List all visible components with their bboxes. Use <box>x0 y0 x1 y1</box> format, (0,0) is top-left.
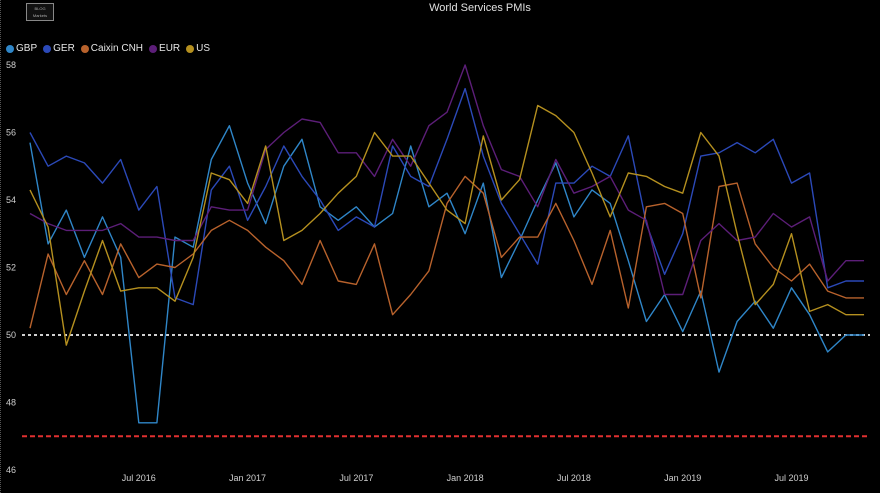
series-line-eur <box>29 64 864 296</box>
legend-item-caixin-cnh[interactable]: Caixin CNH <box>80 43 144 54</box>
y-tick-label: 48 <box>6 398 16 408</box>
y-tick-label: 58 <box>6 60 16 70</box>
legend-label-us: US <box>196 43 211 54</box>
x-tick-label: Jan 2017 <box>229 473 266 483</box>
x-tick-label: Jul 2017 <box>339 473 373 483</box>
legend-dot-ger <box>43 44 52 53</box>
legend-dot-eur <box>149 44 158 53</box>
legend-dot-gbp <box>6 44 14 53</box>
x-tick-label: Jul 2016 <box>122 473 156 483</box>
legend-dot-caixin-cnh <box>80 44 89 53</box>
y-tick-label: 50 <box>6 330 16 340</box>
series-line-caixin-cnh <box>29 175 864 329</box>
legend: GBP GER Caixin CNH EUR US <box>6 43 210 54</box>
x-tick-label: Jan 2018 <box>447 473 484 483</box>
x-tick-label: Jan 2019 <box>664 473 701 483</box>
series-line-gbp <box>29 124 864 424</box>
legend-label-ger: GER <box>53 43 75 54</box>
legend-dot-us <box>186 44 195 53</box>
x-tick-label: Jul 2018 <box>557 473 591 483</box>
series-line-us <box>29 104 864 346</box>
y-tick-label: 54 <box>6 195 16 205</box>
legend-label-gbp: GBP <box>16 43 38 54</box>
legend-item-us[interactable]: US <box>186 43 210 54</box>
logo: BLOG Markets <box>26 3 54 21</box>
y-tick-label: 46 <box>6 465 16 475</box>
series-line-ger <box>29 87 864 306</box>
logo-line1: BLOG <box>34 6 46 11</box>
legend-label-caixin-cnh: Caixin CNH <box>90 43 144 54</box>
logo-line2: Markets <box>32 13 48 18</box>
x-tick-label: Jul 2019 <box>774 473 808 483</box>
y-tick-label: 52 <box>6 263 16 273</box>
legend-item-gbp[interactable]: GBP <box>6 43 37 54</box>
chart-title: World Services PMIs <box>429 2 531 14</box>
y-tick-label: 56 <box>6 128 16 138</box>
legend-label-eur: EUR <box>159 43 181 54</box>
legend-item-ger[interactable]: GER <box>43 43 75 54</box>
legend-item-eur[interactable]: EUR <box>149 43 180 54</box>
